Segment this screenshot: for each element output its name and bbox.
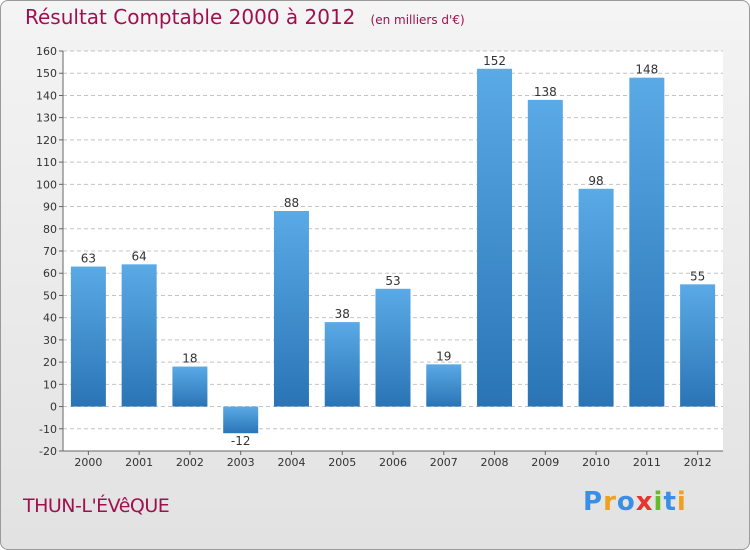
value-label-2000: 63 bbox=[81, 252, 96, 266]
x-tick-label-2006: 2006 bbox=[379, 456, 407, 469]
y-tick-label: 80 bbox=[43, 223, 57, 236]
x-tick-label-2008: 2008 bbox=[481, 456, 509, 469]
x-tick-label-2012: 2012 bbox=[684, 456, 712, 469]
value-label-2008: 152 bbox=[483, 54, 506, 68]
value-label-2012: 55 bbox=[690, 269, 705, 283]
y-tick-label: 70 bbox=[43, 245, 57, 258]
logo-letter: i bbox=[676, 487, 687, 517]
value-label-2003: -12 bbox=[231, 434, 251, 448]
y-tick-label: 60 bbox=[43, 267, 57, 280]
logo-letter: t bbox=[663, 487, 677, 517]
y-tick-label: 160 bbox=[36, 45, 57, 58]
y-tick-label: 10 bbox=[43, 378, 57, 391]
x-tick-label-2003: 2003 bbox=[227, 456, 255, 469]
value-label-2002: 18 bbox=[182, 352, 197, 366]
bar-2012 bbox=[680, 284, 716, 407]
chart-subtitle: (en milliers d'€) bbox=[370, 13, 465, 27]
logo-letter: P bbox=[583, 487, 604, 517]
y-tick-label: 90 bbox=[43, 201, 57, 214]
y-tick-label: 130 bbox=[36, 112, 57, 125]
value-label-2010: 98 bbox=[588, 174, 603, 188]
value-label-2011: 148 bbox=[635, 63, 658, 77]
bar-2003 bbox=[223, 406, 259, 434]
bar-2000 bbox=[70, 266, 106, 407]
value-label-2004: 88 bbox=[284, 196, 299, 210]
y-tick-label: -10 bbox=[39, 423, 57, 436]
chart-title: Résultat Comptable 2000 à 2012 bbox=[25, 5, 356, 29]
x-tick-label-2011: 2011 bbox=[633, 456, 661, 469]
value-label-2007: 19 bbox=[436, 349, 451, 363]
y-tick-label: 120 bbox=[36, 134, 57, 147]
bar-2010 bbox=[578, 188, 614, 407]
bar-2009 bbox=[527, 99, 563, 407]
value-label-2006: 53 bbox=[385, 274, 400, 288]
x-tick-label-2007: 2007 bbox=[430, 456, 458, 469]
bar-2004 bbox=[273, 211, 309, 407]
proxiti-logo: Proxiti bbox=[583, 487, 687, 517]
y-tick-label: 30 bbox=[43, 334, 57, 347]
y-tick-label: 40 bbox=[43, 312, 57, 325]
x-tick-label-2004: 2004 bbox=[277, 456, 305, 469]
value-label-2009: 138 bbox=[534, 85, 557, 99]
chart-title-block: Résultat Comptable 2000 à 2012 (en milli… bbox=[25, 5, 465, 29]
x-tick-label-2005: 2005 bbox=[328, 456, 356, 469]
logo-letter: o bbox=[616, 487, 636, 517]
x-tick-label-2001: 2001 bbox=[125, 456, 153, 469]
value-label-2001: 64 bbox=[132, 249, 147, 263]
logo-letter: i bbox=[653, 487, 664, 517]
logo-letter: x bbox=[635, 487, 654, 517]
y-tick-label: 150 bbox=[36, 67, 57, 80]
x-tick-label-2009: 2009 bbox=[531, 456, 559, 469]
y-tick-label: 20 bbox=[43, 356, 57, 369]
logo-letter: r bbox=[603, 487, 617, 517]
x-tick-label-2010: 2010 bbox=[582, 456, 610, 469]
y-tick-label: -20 bbox=[39, 445, 57, 458]
bar-2011 bbox=[629, 77, 665, 407]
y-tick-label: 140 bbox=[36, 89, 57, 102]
value-label-2005: 38 bbox=[335, 307, 350, 321]
bar-2002 bbox=[172, 366, 208, 407]
bar-2005 bbox=[324, 322, 360, 407]
bar-2001 bbox=[121, 264, 157, 407]
x-tick-label-2002: 2002 bbox=[176, 456, 204, 469]
y-tick-label: 0 bbox=[50, 401, 57, 414]
y-tick-label: 100 bbox=[36, 178, 57, 191]
bar-2006 bbox=[375, 288, 411, 407]
y-tick-label: 50 bbox=[43, 289, 57, 302]
x-tick-label-2000: 2000 bbox=[74, 456, 102, 469]
bar-2008 bbox=[477, 68, 513, 407]
y-tick-label: 110 bbox=[36, 156, 57, 169]
commune-name: THUN-L'ÉVêQUE bbox=[23, 495, 170, 517]
bar-2007 bbox=[426, 364, 462, 407]
